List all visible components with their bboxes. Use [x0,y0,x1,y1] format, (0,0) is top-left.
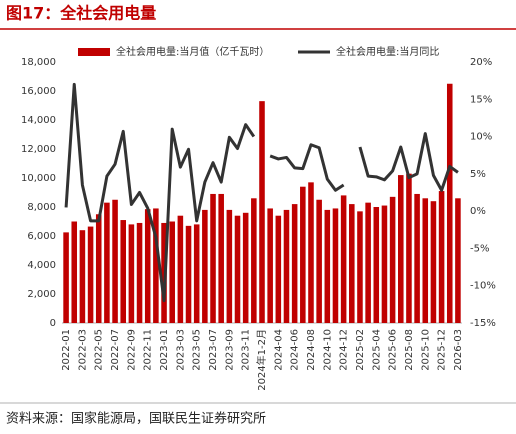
y2-tick-label: 10% [470,132,492,143]
bar [202,209,208,323]
bar [87,226,94,323]
x-tick-label: 2022-05 [94,329,105,371]
y2-tick-label: 5% [470,169,486,180]
x-tick-label: 2024年1-2月 [255,329,268,391]
bar [242,212,249,323]
bar [430,201,437,323]
x-tick-label: 2025-08 [404,329,415,371]
bar [112,199,118,323]
bar [259,101,265,324]
bar [234,215,241,323]
bar [218,193,224,323]
bar [291,204,298,323]
bar [455,198,461,323]
y2-tick-label: 15% [470,94,492,105]
x-tick-label: 2023-11 [241,329,252,371]
bar [324,209,331,323]
y-tick-label: 2,000 [27,289,56,300]
bar [300,186,306,323]
bar [63,232,69,323]
bar [71,221,78,323]
legend-label: 全社会用电量:当月同比 [336,45,439,58]
y2-tick-label: -5% [470,243,489,254]
bar [120,220,126,323]
y2-tick-label: -15% [470,318,496,329]
y2-tick-label: -10% [470,281,496,292]
x-tick-label: 2023-05 [192,329,203,371]
x-tick-label: 2025-10 [420,329,431,371]
bar [308,182,314,323]
x-tick-label: 2024-08 [306,329,317,371]
bar [414,193,420,323]
line [64,82,459,303]
bar [169,221,175,323]
y-tick-label: 0 [50,318,56,329]
bar [193,224,200,323]
bar [185,225,192,323]
x-tick-label: 2023-03 [175,329,186,371]
x-tick-label: 2023-07 [208,329,219,371]
bar [381,205,388,323]
bar [275,215,282,323]
bar [210,193,216,323]
bar [349,204,355,323]
x-tick-label: 2025-06 [388,329,399,371]
bar [251,198,257,323]
x-tick-label: 2022-09 [126,329,137,371]
bar [373,207,380,323]
y-tick-label: 14,000 [21,115,56,126]
bar [79,230,86,323]
bar [153,208,159,323]
bar [340,195,347,323]
bar [128,224,135,323]
x-tick-label: 2025-12 [437,329,448,371]
bar [406,173,412,323]
y2-tick-label: 0% [470,206,486,217]
x-tick-label: 2023-01 [159,329,170,371]
bar [438,191,445,323]
bar [365,202,371,323]
bar [136,222,143,323]
x-tick-label: 2022-01 [61,329,72,371]
bar [316,199,322,323]
y-tick-label: 12,000 [21,144,56,155]
bar [267,208,273,323]
y2-tick-label: 20% [470,57,492,68]
y-tick-label: 6,000 [27,231,56,242]
x-tick-label: 2022-11 [143,329,154,371]
y-tick-label: 18,000 [21,57,56,68]
chart-title: 图17：全社会用电量 [6,4,156,23]
x-tick-label: 2022-03 [77,329,88,371]
bar [226,209,233,323]
x-tick-label: 2024-10 [322,329,333,371]
bar [283,209,290,323]
y-tick-label: 10,000 [21,173,56,184]
y-tick-label: 8,000 [27,202,56,213]
bar [332,208,339,323]
x-tick-label: 2025-02 [355,329,366,371]
legend-label: 全社会用电量:当月值（亿千瓦时） [116,45,269,58]
x-tick-label: 2024-04 [273,329,284,371]
bar [95,214,102,323]
bar [357,211,363,323]
bar [398,175,404,323]
y-tick-label: 4,000 [27,260,56,271]
bar [422,198,429,323]
x-tick-label: 2022-07 [110,329,121,371]
bar [177,215,184,323]
bar [389,196,396,323]
x-tick-label: 2023-09 [224,329,235,371]
source: 资料来源：国家能源局，国联民生证券研究所 [6,411,266,427]
x-tick-label: 2026-03 [453,329,464,371]
x-tick-label: 2024-12 [339,329,350,371]
bar [446,83,453,323]
y-tick-label: 16,000 [21,86,56,97]
bar [104,202,110,323]
x-tick-label: 2025-04 [371,329,382,371]
legend-swatch [78,48,110,56]
x-tick-label: 2024-06 [290,329,301,371]
bar [144,209,151,323]
